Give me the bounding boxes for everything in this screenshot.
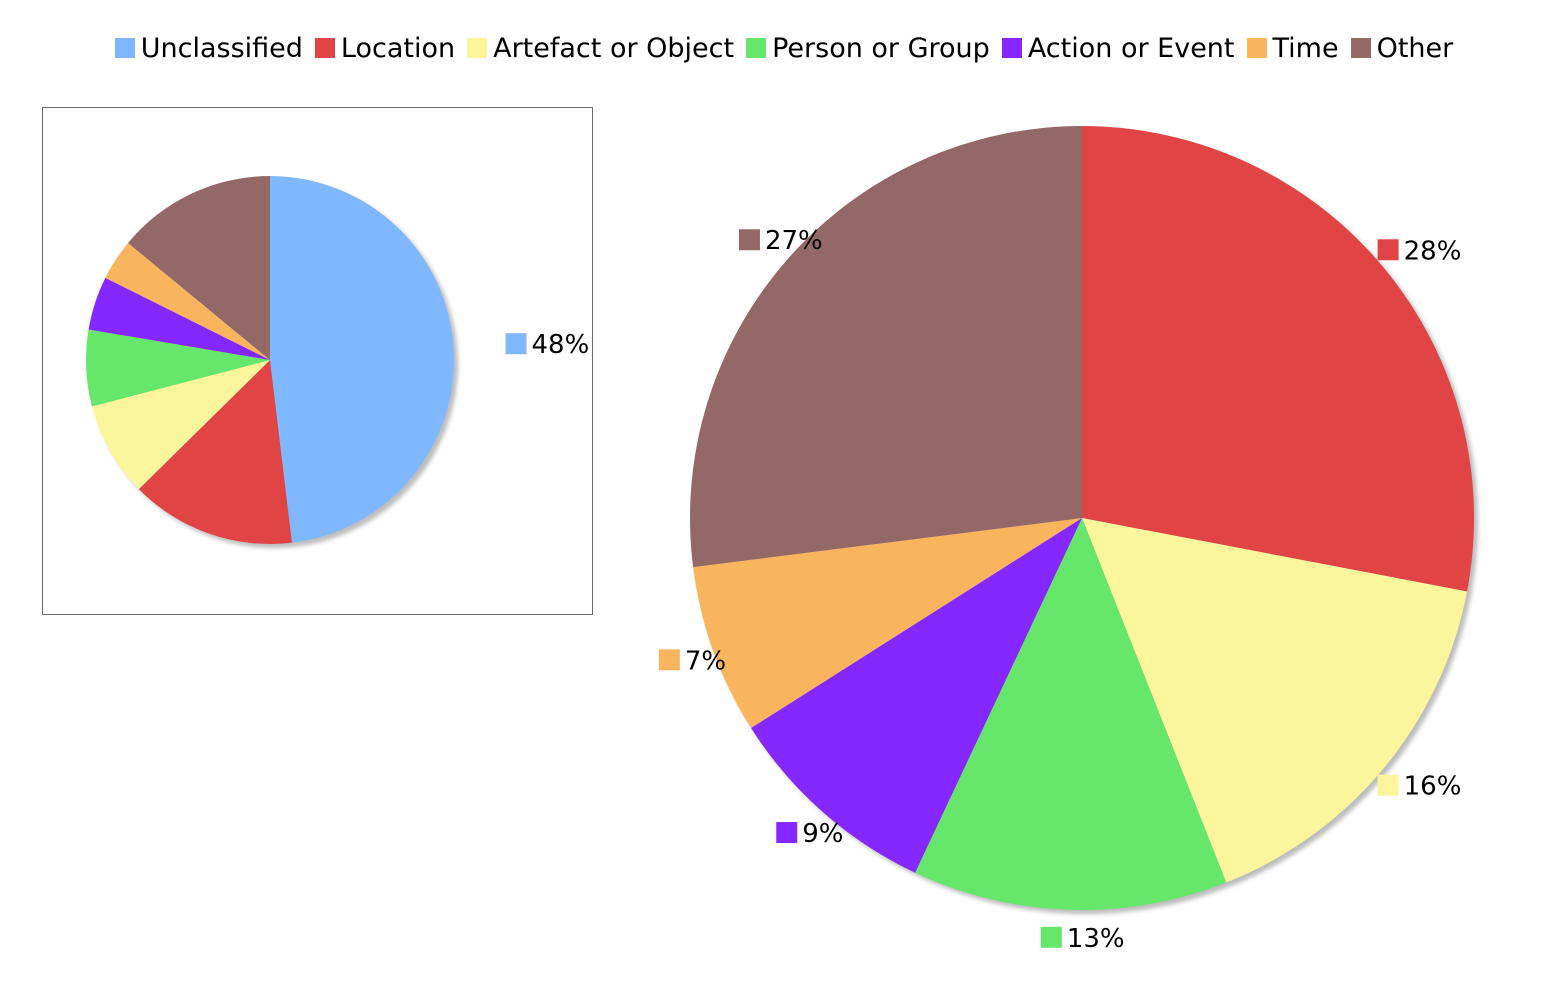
- legend-swatch: [746, 38, 767, 58]
- overview-chart-frame: [42, 107, 593, 615]
- pie-slice-person-or-group: [85, 329, 270, 407]
- data-label-swatch: [776, 822, 798, 844]
- pie-slice-time: [693, 518, 1082, 729]
- data-label-text: 28%: [1404, 236, 1462, 266]
- legend: Unclassified Location Artefact or Object Pe…: [0, 26, 1568, 70]
- data-label-location: 28%: [1377, 236, 1462, 266]
- legend-swatch: [314, 38, 335, 58]
- legend-label: Person or Group: [772, 32, 990, 64]
- data-label-swatch: [1377, 774, 1399, 796]
- overview-pie: 48%: [85, 176, 590, 548]
- legend-swatch: [1350, 38, 1371, 58]
- data-label-swatch: [505, 333, 527, 355]
- legend-item-time: Time: [1246, 32, 1339, 64]
- pie-slice-artefact-or-object: [91, 360, 270, 490]
- pie-slice-unclassified: [270, 176, 455, 543]
- data-label-text: 48%: [532, 330, 590, 360]
- pie-slice-artefact-or-object: [1082, 518, 1468, 883]
- pie-slice-time: [105, 242, 271, 360]
- legend-swatch: [467, 38, 488, 58]
- legend-swatch: [1246, 38, 1267, 58]
- pie-slice-location: [1082, 126, 1474, 592]
- legend-item-location: Location: [314, 32, 456, 64]
- legend-item-unclassified: Unclassified: [114, 32, 303, 64]
- pie-slice-person-or-group: [915, 518, 1227, 910]
- legend-item-other: Other: [1350, 32, 1454, 64]
- data-label-time: 7%: [658, 646, 726, 676]
- legend-swatch: [114, 38, 135, 58]
- pie-slice-other: [128, 176, 270, 360]
- data-label-person-or-group: 13%: [1040, 924, 1125, 954]
- legend-item-person-or-group: Person or Group: [746, 33, 990, 64]
- pie-slice-action-or-event: [751, 518, 1082, 873]
- detail-pie: 28% 16% 13% 9% 7% 27%: [658, 126, 1478, 954]
- data-label-swatch: [658, 649, 680, 671]
- legend-label: Action or Event: [1027, 32, 1235, 64]
- data-label-unclassified: 48%: [505, 330, 590, 360]
- data-label-swatch: [1040, 926, 1062, 948]
- data-label-swatch: [738, 229, 760, 251]
- data-label-action-or-event: 9%: [776, 819, 843, 849]
- legend-swatch: [1001, 38, 1022, 58]
- data-label-artefact-or-object: 16%: [1377, 772, 1462, 802]
- legend-label: Artefact or Object: [493, 32, 735, 64]
- legend-label: Location: [340, 32, 456, 64]
- data-label-other: 27%: [738, 226, 823, 256]
- legend-item-artefact-or-object: Artefact or Object: [467, 33, 734, 64]
- legend-label: Other: [1376, 32, 1454, 64]
- legend-label: Unclassified: [140, 32, 303, 64]
- pie-slice-other: [690, 126, 1082, 568]
- data-label-text: 27%: [765, 226, 823, 256]
- data-label-text: 16%: [1404, 772, 1462, 802]
- data-label-swatch: [1377, 239, 1399, 261]
- data-label-text: 9%: [802, 819, 843, 849]
- pie-slice-location: [138, 360, 292, 544]
- legend-label: Time: [1272, 32, 1339, 64]
- pie-slice-action-or-event: [88, 277, 271, 360]
- data-label-text: 7%: [685, 646, 726, 676]
- data-label-text: 13%: [1067, 924, 1125, 954]
- legend-item-action-or-event: Action or Event: [1001, 32, 1235, 64]
